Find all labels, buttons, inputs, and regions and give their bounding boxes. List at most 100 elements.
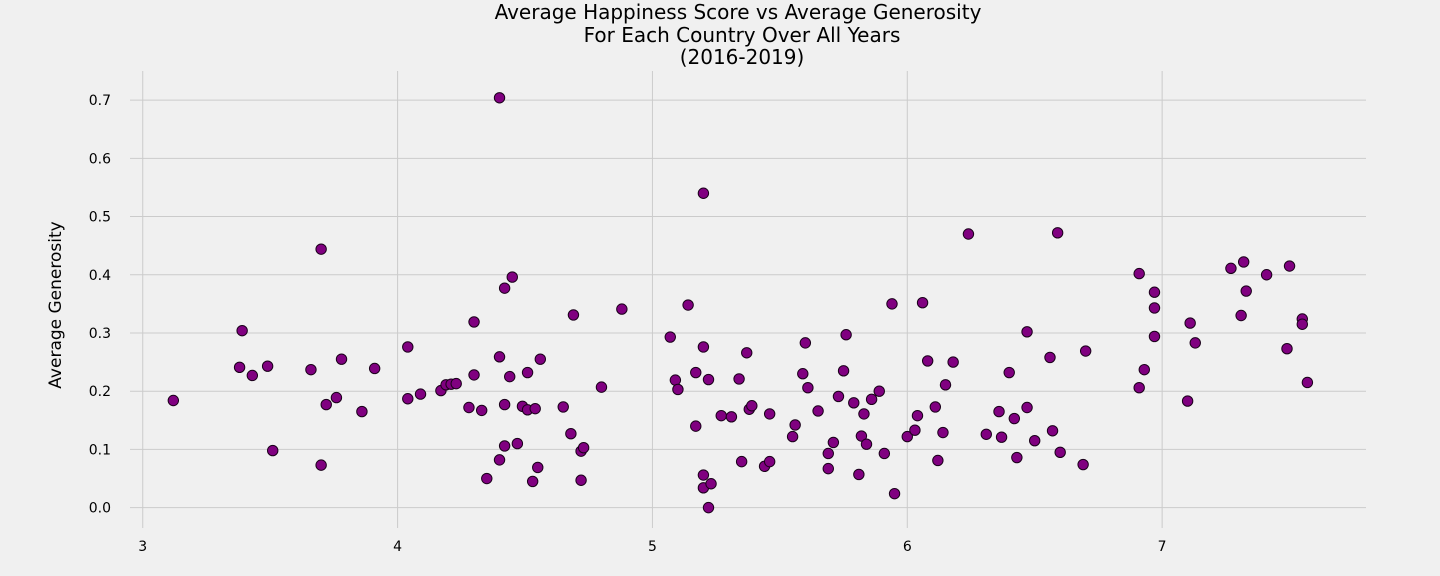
data-point bbox=[521, 366, 534, 379]
data-point bbox=[504, 370, 516, 383]
y-tick-label: 0.3 bbox=[89, 326, 111, 342]
data-point bbox=[911, 409, 924, 422]
data-point bbox=[837, 365, 850, 377]
data-point bbox=[1133, 267, 1145, 280]
data-point bbox=[853, 468, 865, 481]
data-point bbox=[822, 447, 834, 460]
data-point bbox=[468, 316, 480, 328]
data-point bbox=[320, 398, 332, 411]
data-point bbox=[1051, 227, 1064, 239]
data-point bbox=[1240, 285, 1252, 297]
data-point bbox=[848, 397, 860, 409]
data-point bbox=[873, 385, 885, 397]
data-point bbox=[1077, 458, 1089, 471]
data-point bbox=[878, 447, 891, 460]
data-point bbox=[832, 390, 845, 403]
data-point bbox=[916, 297, 929, 309]
x-tick-labels: 3 4 5 6 7 bbox=[138, 539, 1166, 555]
data-point bbox=[468, 369, 480, 381]
data-point bbox=[1021, 401, 1033, 414]
data-point bbox=[697, 187, 710, 199]
data-point bbox=[746, 400, 758, 412]
data-point bbox=[664, 331, 676, 343]
data-point bbox=[980, 428, 992, 440]
data-point bbox=[735, 455, 748, 468]
grid bbox=[130, 71, 1366, 528]
data-point bbox=[577, 441, 590, 454]
data-point bbox=[498, 398, 511, 411]
data-point bbox=[786, 430, 799, 443]
data-point bbox=[1281, 342, 1293, 355]
data-point bbox=[901, 430, 913, 443]
data-point bbox=[932, 454, 944, 467]
data-point bbox=[1184, 317, 1196, 329]
data-point bbox=[855, 430, 868, 442]
data-point bbox=[725, 411, 738, 423]
data-point bbox=[1029, 434, 1041, 447]
data-point bbox=[1235, 309, 1247, 322]
data-point bbox=[246, 369, 259, 382]
data-point bbox=[526, 475, 539, 488]
data-point bbox=[921, 355, 934, 367]
data-point bbox=[402, 341, 414, 353]
data-point bbox=[909, 424, 921, 436]
data-point bbox=[939, 379, 952, 391]
data-point bbox=[741, 347, 753, 359]
data-point bbox=[840, 329, 852, 341]
data-point bbox=[506, 271, 518, 283]
chart-title-line-1: Average Happiness Score vs Average Gener… bbox=[495, 0, 982, 24]
data-point bbox=[233, 361, 246, 374]
data-point bbox=[763, 455, 776, 468]
data-point bbox=[498, 282, 511, 294]
chart-title-line-2: For Each Country Over All Years bbox=[584, 23, 901, 47]
data-point bbox=[567, 309, 580, 321]
data-point bbox=[557, 401, 569, 413]
x-tick-label: 4 bbox=[393, 539, 402, 555]
data-point bbox=[1138, 363, 1150, 376]
chart-title: Average Happiness Score vs Average Gener… bbox=[495, 0, 982, 69]
data-point bbox=[356, 405, 368, 418]
data-point bbox=[1189, 337, 1201, 349]
data-point bbox=[1054, 446, 1066, 459]
data-point bbox=[267, 444, 279, 457]
data-point bbox=[947, 356, 959, 368]
data-point bbox=[1011, 451, 1023, 464]
y-tick-label: 0.1 bbox=[89, 442, 111, 458]
data-point bbox=[493, 351, 506, 363]
data-point bbox=[995, 431, 1008, 443]
data-point bbox=[534, 353, 547, 365]
data-point bbox=[1021, 326, 1033, 338]
y-tick-label: 0.7 bbox=[89, 93, 111, 109]
data-point bbox=[705, 478, 717, 490]
y-tick-label: 0.4 bbox=[89, 268, 111, 284]
data-point bbox=[368, 362, 381, 375]
data-point bbox=[1237, 256, 1250, 268]
data-points bbox=[167, 92, 1314, 514]
x-tick-label: 3 bbox=[138, 539, 147, 555]
data-point bbox=[1133, 381, 1145, 394]
data-point bbox=[529, 402, 541, 415]
data-point bbox=[858, 408, 870, 420]
data-point bbox=[475, 404, 488, 417]
data-point bbox=[414, 388, 427, 400]
data-point bbox=[1225, 262, 1237, 275]
y-tick-label: 0.5 bbox=[89, 210, 111, 226]
data-point bbox=[886, 298, 898, 310]
data-point bbox=[812, 405, 824, 417]
data-point bbox=[690, 420, 702, 432]
data-point bbox=[167, 394, 180, 407]
data-point bbox=[493, 454, 506, 466]
data-point bbox=[481, 472, 493, 485]
data-point bbox=[799, 337, 812, 349]
data-point bbox=[1003, 366, 1015, 379]
data-point bbox=[1148, 302, 1161, 314]
data-point bbox=[1044, 351, 1056, 364]
x-tick-label: 6 bbox=[903, 539, 912, 555]
data-point bbox=[1079, 345, 1092, 357]
data-point bbox=[1046, 425, 1059, 437]
data-point bbox=[1260, 269, 1273, 281]
data-point bbox=[575, 474, 587, 486]
data-point bbox=[802, 381, 814, 394]
data-point bbox=[733, 373, 745, 385]
